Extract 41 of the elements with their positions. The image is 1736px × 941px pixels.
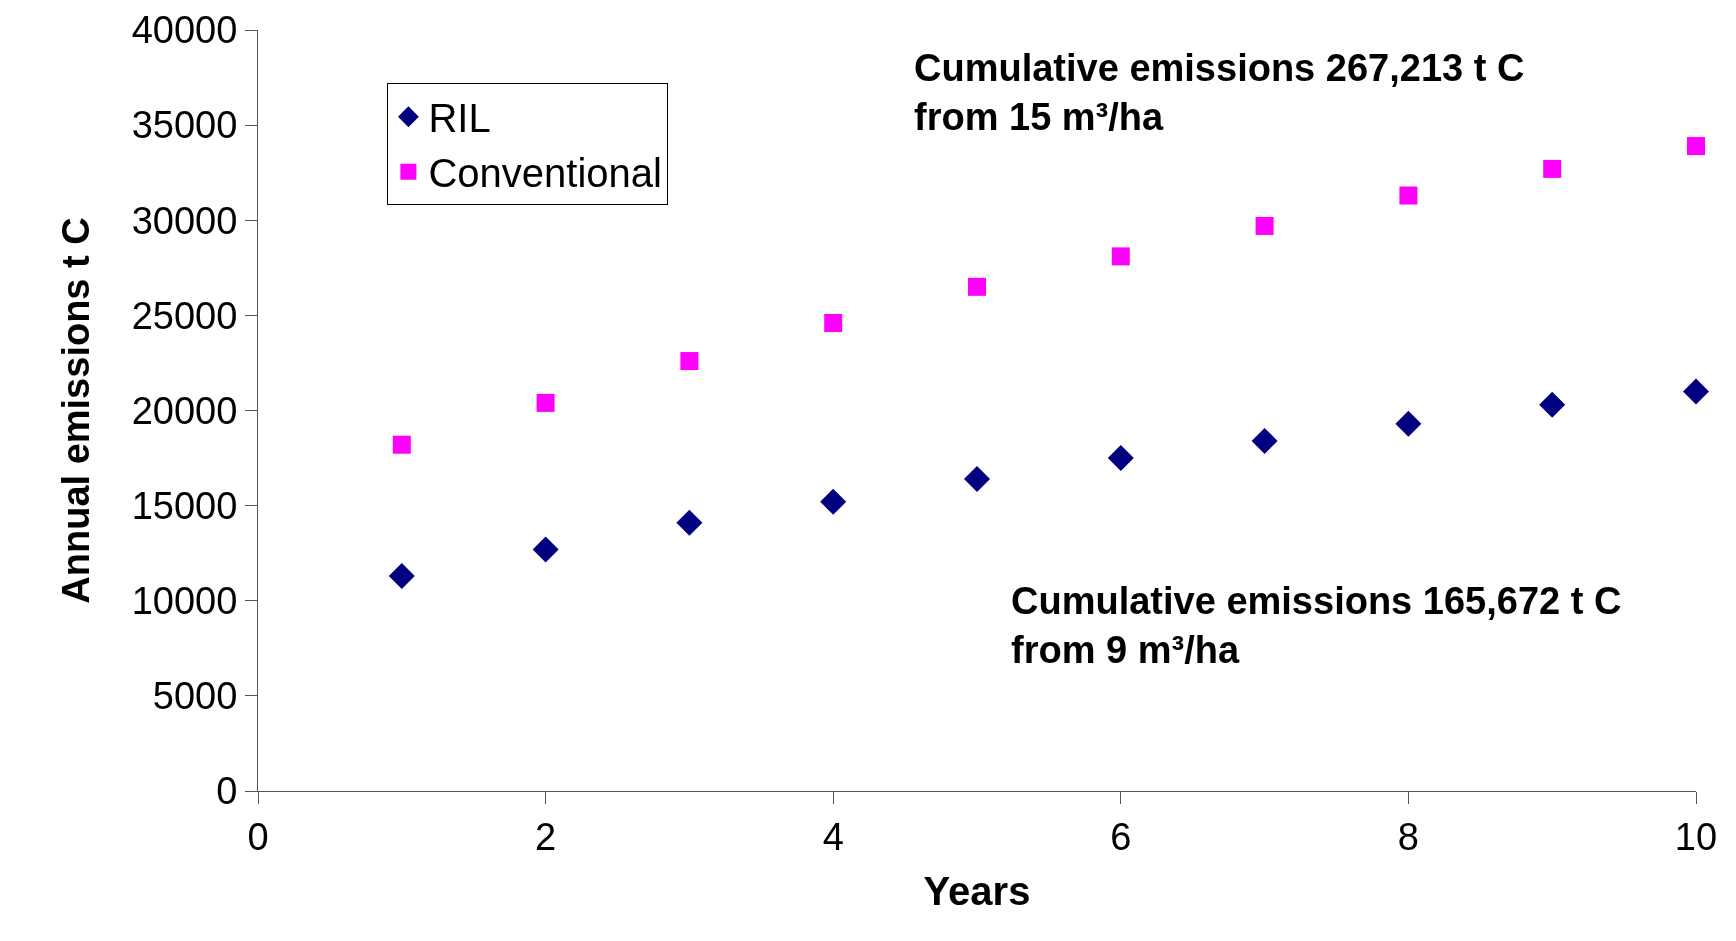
- point: [1255, 216, 1274, 235]
- annotation: Cumulative emissions 165,672 t C from 9 m³/ha: [1011, 580, 1622, 672]
- point: [392, 435, 411, 454]
- point: [1395, 410, 1422, 437]
- x-tick-label: 10: [1674, 815, 1718, 858]
- y-tick-label: 30000: [131, 199, 238, 242]
- y-tick-label: 40000: [131, 9, 238, 52]
- point: [388, 563, 415, 590]
- legend-label: RIL: [428, 96, 491, 141]
- point: [536, 393, 555, 412]
- point: [1543, 159, 1562, 178]
- point: [968, 277, 986, 296]
- point: [1683, 378, 1709, 405]
- point: [820, 488, 847, 515]
- point: [1687, 137, 1705, 156]
- y-axis-title: Annual emissions t C: [54, 217, 97, 604]
- point: [824, 313, 843, 332]
- y-tick-label: 20000: [131, 389, 238, 432]
- x-axis-title: Years: [923, 869, 1031, 914]
- y-tick-label: 35000: [131, 104, 238, 147]
- x-tick-label: 8: [1397, 815, 1419, 858]
- y-tick-label: 5000: [152, 675, 238, 718]
- x-tick-label: 0: [247, 815, 269, 858]
- point: [1539, 391, 1566, 418]
- point: [964, 465, 990, 492]
- y-tick-label: 15000: [131, 484, 238, 527]
- point: [1251, 427, 1278, 454]
- annotation: Cumulative emissions 267,213 t C from 15 m³/ha: [914, 47, 1525, 139]
- point: [1399, 186, 1418, 205]
- point: [1111, 247, 1130, 266]
- x-tick-label: 2: [535, 815, 557, 858]
- x-tick-label: 4: [822, 815, 844, 858]
- x-tick-label: 6: [1110, 815, 1132, 858]
- y-tick-label: 10000: [131, 580, 238, 623]
- point: [680, 352, 699, 371]
- y-tick-label: 25000: [131, 294, 238, 337]
- point: [532, 536, 559, 563]
- legend-label: Conventional: [428, 151, 662, 196]
- point: [676, 509, 703, 536]
- point: [1107, 445, 1134, 472]
- y-tick-label: 0: [216, 770, 238, 813]
